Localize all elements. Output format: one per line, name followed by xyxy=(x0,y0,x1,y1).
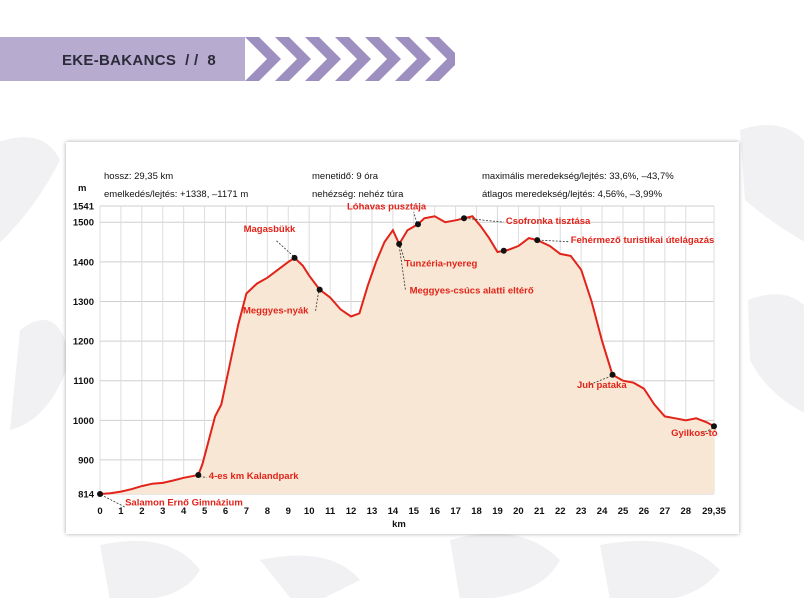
x-tick-label: 7 xyxy=(244,506,249,517)
x-tick-label: 27 xyxy=(660,506,671,517)
y-tick-label: 900 xyxy=(78,455,94,466)
y-tick-label: 1200 xyxy=(73,337,94,348)
x-axis-label: km xyxy=(392,519,406,530)
header-page-number: 8 xyxy=(207,52,217,69)
waypoint-marker xyxy=(500,247,507,254)
x-tick-label: 9 xyxy=(286,506,291,517)
chevron-arrows-icon xyxy=(245,37,455,81)
waypoint-label: Csofronka tisztása xyxy=(506,216,591,227)
waypoint-label: Tunzéria-nyereg xyxy=(405,259,478,270)
y-tick-label: 1100 xyxy=(73,376,94,387)
annotation-leader xyxy=(465,217,504,223)
info-max-slope: maximális meredekség/lejtés: 33,6%, –43,… xyxy=(482,171,674,182)
x-axis-ticks: 0 1 2 3 4 5 6 7 8 9 10 11 12 13 14 15 16 17 18 19 20 21 22 23 24… xyxy=(97,506,726,517)
header-title-row: EKE-BAKANCS / / 8 xyxy=(62,52,216,69)
waypoint-label: Lóhavas pusztája xyxy=(347,202,427,213)
waypoint-label: Juh pataka xyxy=(577,380,627,391)
annotation-leader xyxy=(100,494,126,508)
annotation-leader xyxy=(275,239,294,257)
annotation-leader xyxy=(399,245,406,263)
y-axis-label: m xyxy=(78,183,86,194)
x-tick-label: 5 xyxy=(202,506,208,517)
y-tick-label: 1400 xyxy=(73,257,94,268)
x-tick-label: 2 xyxy=(139,506,144,517)
x-tick-label: 10 xyxy=(304,506,315,517)
x-tick-label: 0 xyxy=(97,506,102,517)
x-tick-label: 28 xyxy=(680,506,691,517)
info-time: menetidő: 9 óra xyxy=(312,171,379,182)
waypoint-marker xyxy=(316,286,323,293)
waypoint-marker xyxy=(711,423,717,430)
waypoint-marker xyxy=(534,237,541,244)
x-tick-label: 25 xyxy=(618,506,629,517)
annotation-leader xyxy=(413,212,418,224)
y-axis-ticks: 814 900 1000 1100 1200 1300 1400 1500 1541 xyxy=(73,202,95,501)
x-tick-label: 13 xyxy=(367,506,378,517)
header-title: EKE-BAKANCS xyxy=(62,52,177,69)
waypoint-label: Fehérmező turistikai útelágazás xyxy=(571,235,715,246)
info-difficulty: nehézség: nehéz túra xyxy=(312,189,404,200)
annotation-leader xyxy=(398,245,406,290)
x-tick-label: 11 xyxy=(325,506,336,517)
elevation-line xyxy=(99,215,715,495)
x-tick-label: 23 xyxy=(576,506,587,517)
waypoint-marker xyxy=(195,471,202,478)
x-tick-label: 29,35 xyxy=(702,506,726,517)
info-avg-slope: átlagos meredekség/lejtés: 4,56%, –3,99% xyxy=(482,189,663,200)
info-length: hossz: 29,35 km xyxy=(104,171,173,182)
waypoint-label: 4-es km Kalandpark xyxy=(209,471,299,482)
elevation-chart: 0 1 2 3 4 5 6 7 8 9 10 11 12 13 14 15 16 17 18 19 20 21 22 23 24… xyxy=(73,171,727,530)
info-elevation: emelkedés/lejtés: +1338, –1171 m xyxy=(104,189,248,200)
x-tick-label: 16 xyxy=(429,506,440,517)
x-tick-label: 26 xyxy=(639,506,650,517)
x-tick-label: 20 xyxy=(513,506,524,517)
waypoint-marker xyxy=(97,491,103,497)
waypoint-marker xyxy=(414,221,421,228)
x-tick-label: 8 xyxy=(265,506,270,517)
elevation-area xyxy=(100,216,714,495)
waypoint-label: Salamon Ernő Gimnázium xyxy=(125,497,243,508)
x-tick-label: 14 xyxy=(388,506,399,517)
x-tick-label: 22 xyxy=(555,506,566,517)
x-tick-label: 18 xyxy=(471,506,482,517)
y-tick-label: 814 xyxy=(78,490,95,501)
annotation-leaders xyxy=(100,212,714,508)
waypoint-label: Gyilkos-tó xyxy=(671,428,718,439)
waypoint-markers xyxy=(97,215,717,497)
header-banner xyxy=(0,37,245,81)
waypoint-marker xyxy=(609,371,616,378)
y-tick-label: 1000 xyxy=(73,416,94,427)
header-separator: / / xyxy=(185,52,199,69)
x-tick-label: 12 xyxy=(346,506,357,517)
x-tick-label: 21 xyxy=(534,506,545,517)
annotation-leader xyxy=(702,427,714,434)
annotation-labels: Salamon Ernő Gimnázium 4-es km Kalandpark… xyxy=(125,202,718,509)
y-tick-label: 1500 xyxy=(73,218,94,229)
y-tick-label: 1541 xyxy=(73,202,95,213)
waypoint-label: Meggyes-nyák xyxy=(243,305,309,316)
annotation-leader xyxy=(538,239,569,243)
annotation-leader xyxy=(589,375,612,386)
x-tick-label: 19 xyxy=(492,506,503,517)
x-tick-label: 15 xyxy=(409,506,420,517)
y-tick-label: 1300 xyxy=(73,297,94,308)
x-tick-label: 24 xyxy=(597,506,608,517)
waypoint-label: Magasbükk xyxy=(244,224,296,235)
x-tick-label: 4 xyxy=(181,506,187,517)
elevation-chart-card: 0 1 2 3 4 5 6 7 8 9 10 11 12 13 14 15 16 17 18 19 20 21 22 23 24… xyxy=(66,142,739,534)
x-tick-label: 1 xyxy=(118,506,124,517)
waypoint-marker xyxy=(461,215,468,222)
waypoint-label: Meggyes-csúcs alatti eltérő xyxy=(410,286,534,297)
waypoint-marker xyxy=(396,241,403,248)
x-tick-label: 6 xyxy=(223,506,228,517)
x-tick-label: 3 xyxy=(160,506,165,517)
waypoint-marker xyxy=(291,254,298,261)
x-tick-label: 17 xyxy=(450,506,461,517)
